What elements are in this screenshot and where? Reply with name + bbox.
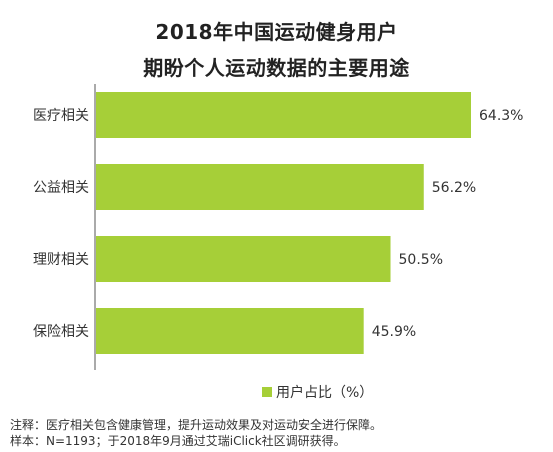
- value-label-3: 50.5%: [399, 252, 443, 268]
- value-label-1: 64.3%: [479, 108, 523, 124]
- bar-1: [96, 92, 471, 138]
- footnote-note: 注释：医疗相关包含健康管理，提升运动效果及对运动安全进行保障。: [10, 418, 383, 432]
- legend-label: 用户占比（%）: [276, 385, 374, 401]
- footnote-sample: 样本：N=1193；于2018年9月通过艾瑞iClick社区调研获得。: [10, 434, 346, 448]
- value-label-2: 56.2%: [432, 180, 476, 196]
- bar-3: [96, 236, 391, 282]
- value-label-4: 45.9%: [372, 324, 416, 340]
- bar-4: [96, 308, 364, 354]
- chart-title-line-2: 期盼个人运动数据的主要用途: [143, 56, 410, 80]
- category-label-4: 保险相关: [33, 324, 89, 340]
- chart-title-line-1: 2018年中国运动健身用户: [155, 20, 398, 44]
- category-label-3: 理财相关: [33, 252, 89, 268]
- bar-2: [96, 164, 424, 210]
- legend-swatch: [262, 387, 272, 397]
- legend: 用户占比（%）: [262, 382, 373, 402]
- category-label-1: 医疗相关: [33, 108, 89, 124]
- category-label-2: 公益相关: [33, 180, 89, 196]
